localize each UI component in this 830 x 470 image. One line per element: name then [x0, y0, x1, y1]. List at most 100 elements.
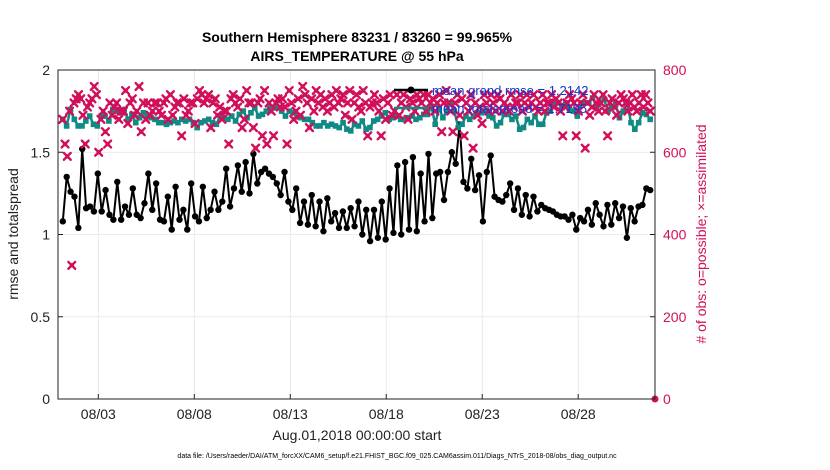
rmse-point [530, 193, 537, 200]
obs-assimilated-dot [309, 96, 314, 101]
rmse-point [596, 211, 603, 218]
obs-assimilated-dot [419, 100, 424, 106]
obs-assimilated-dot [60, 117, 65, 122]
obs-assimilated-dot [457, 113, 462, 118]
rmse-point [604, 201, 611, 209]
obs-assimilated-dot [538, 100, 543, 106]
totalspread-point [205, 116, 212, 123]
rmse-point [514, 185, 522, 192]
totalspread-point [382, 109, 389, 116]
totalspread-point [94, 123, 101, 129]
rmse-point [436, 168, 444, 176]
totalspread-point [259, 111, 266, 118]
rmse-point [359, 231, 366, 238]
totalspread-point [263, 108, 270, 114]
rmse-point [584, 206, 592, 214]
rmse-point [347, 204, 354, 212]
rmse-point [172, 183, 179, 190]
obs-assimilated-dot [517, 92, 523, 97]
rmse-point [363, 206, 370, 214]
rmse-point [398, 231, 405, 238]
x-tick-label: 08/23 [465, 406, 500, 422]
rmse-point [277, 191, 284, 199]
totalspread-point [574, 113, 581, 119]
rmse-point [386, 185, 393, 192]
rmse-point [351, 223, 358, 230]
totalspread-point [474, 109, 481, 116]
rmse-point [215, 206, 222, 214]
obs-assimilated-dot [307, 125, 312, 130]
obs-assimilated-dot [609, 96, 615, 101]
y-tick-label-right: 600 [663, 144, 687, 160]
totalspread-point [328, 121, 335, 128]
totalspread-point [635, 119, 642, 126]
obs-assimilated-dot [248, 100, 254, 106]
rmse-point [149, 206, 156, 214]
obs-assimilated-dot [448, 108, 453, 114]
obs-assimilated-dot [298, 113, 303, 118]
obs-assimilated-dot [69, 263, 74, 268]
totalspread-point [63, 123, 70, 129]
y-tick-label-right: 0 [663, 391, 671, 407]
footnote: data file: /Users/raeder/DAI/ATM_forcXX/… [177, 453, 617, 460]
rmse-point [219, 198, 226, 205]
totalspread-point [582, 100, 588, 106]
totalspread-point [140, 109, 147, 116]
totalspread-point [171, 118, 177, 124]
y-tick-label: 2 [42, 62, 50, 78]
totalspread-point [432, 121, 439, 128]
obs-assimilated-dot [134, 108, 139, 114]
totalspread-point [340, 119, 346, 126]
rmse-point [580, 218, 588, 225]
obs-assimilated-dot [226, 141, 231, 147]
legend-rmse-marker [407, 86, 415, 94]
totalspread-point [505, 111, 511, 118]
rmse-point [608, 221, 615, 228]
rmse-point [600, 223, 607, 230]
rmse-point [129, 185, 137, 192]
totalspread-point [175, 119, 181, 126]
obs-assimilated-dot [186, 108, 191, 114]
obs-assimilated-dot [242, 117, 247, 122]
obs-assimilated-dot [582, 145, 588, 151]
obs-assimilated-dot [376, 108, 382, 114]
obs-assimilated-dot [116, 117, 122, 122]
totalspread-point [632, 126, 638, 133]
obs-assimilated-dot [484, 100, 489, 106]
totalspread-point [75, 123, 81, 129]
obs-assimilated-dot [269, 108, 274, 114]
totalspread-point [451, 108, 458, 114]
obs-assimilated-dot [123, 88, 128, 93]
obs-assimilated-dot [594, 100, 599, 106]
totalspread-point [370, 118, 377, 124]
rmse-point [152, 180, 160, 187]
totalspread-point [359, 118, 366, 124]
rmse-point [102, 186, 109, 194]
obs-assimilated-dot [571, 100, 577, 106]
obs-assimilated-dot [437, 92, 442, 97]
axes: 0 0.5 1 1.5 2 0 200 400 600 800 08/03 08/08 08/13 08/… [31, 62, 687, 422]
totalspread-point [159, 119, 166, 126]
obs-assimilated-dot [524, 92, 530, 97]
x-tick-label: 08/03 [81, 406, 116, 422]
totalspread-point [559, 105, 565, 111]
totalspread-point [152, 116, 158, 123]
obs-assimilated-dot [100, 108, 106, 114]
obs-assimilated-dot [239, 125, 245, 130]
obs-assimilated-dot [347, 88, 352, 93]
totalspread-point [267, 105, 273, 111]
rmse-point [316, 198, 323, 205]
totalspread-point [251, 105, 258, 111]
obs-assimilated-dot [410, 100, 415, 106]
rmse-point [269, 173, 277, 181]
obs-assimilated-dot [141, 100, 146, 106]
rmse-point [534, 208, 541, 215]
totalspread-point [401, 116, 408, 123]
rmse-point [137, 214, 144, 222]
totalspread-point [236, 111, 243, 118]
rmse-point [401, 158, 409, 166]
rmse-point [141, 200, 148, 207]
totalspread-point [497, 119, 504, 126]
rmse-point [226, 203, 234, 210]
rmse-point [176, 216, 183, 223]
